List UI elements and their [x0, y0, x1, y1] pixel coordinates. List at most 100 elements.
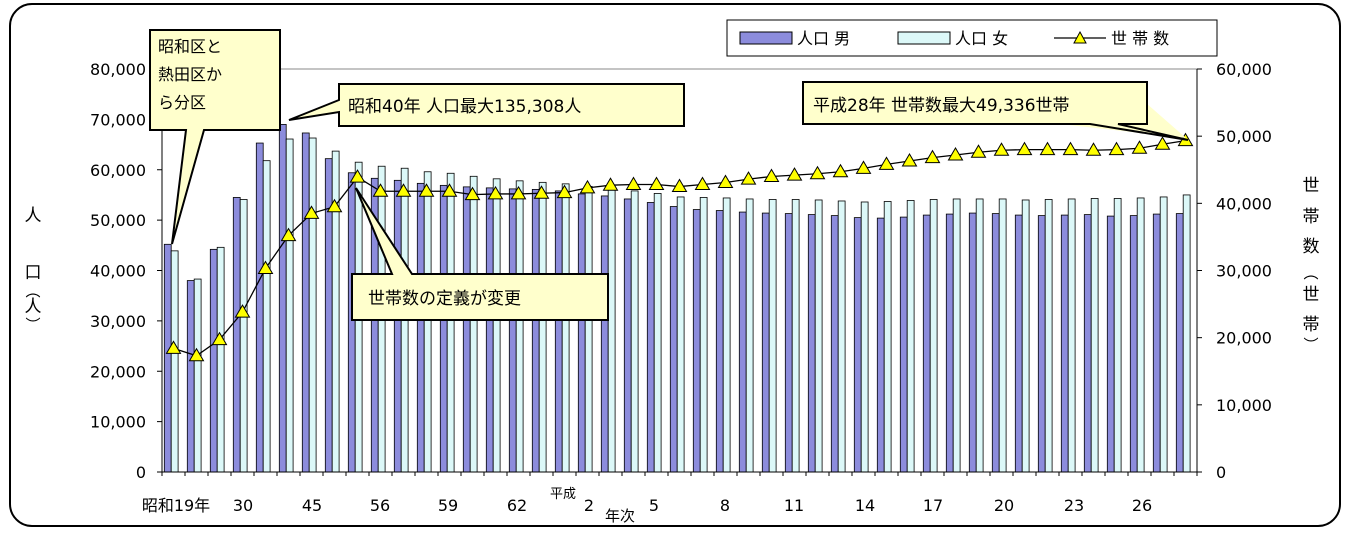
bar-female	[170, 250, 179, 473]
bar-male	[347, 172, 356, 473]
left-tick-label: 70,000	[90, 110, 146, 129]
bars-layer	[163, 124, 1191, 473]
callout-peak-population-text: 昭和40年 人口最大135,308人	[348, 97, 581, 117]
households-point	[1131, 140, 1148, 154]
x-tick-label: 30	[233, 496, 253, 515]
x-tick-label: 5	[649, 496, 659, 515]
x-tick-label: 昭和19年	[142, 496, 210, 515]
bar-female	[262, 160, 271, 473]
bar-male	[830, 215, 839, 473]
bar-female	[860, 201, 869, 473]
bar-male	[186, 280, 195, 473]
bar-male	[577, 193, 586, 473]
callout-peak-households-text: 平成28年 世帯数最大49,336世帯	[813, 96, 1070, 116]
households-point	[648, 176, 665, 191]
bar-male	[1037, 215, 1046, 473]
households-point	[349, 169, 366, 183]
bar-female	[1044, 199, 1053, 473]
households-point	[1039, 141, 1056, 156]
bar-female	[216, 246, 225, 473]
legend-box	[726, 19, 1218, 57]
bar-female	[308, 137, 317, 473]
x-axis-ticks	[161, 472, 1198, 476]
households-point	[832, 163, 849, 178]
bar-female	[952, 198, 961, 473]
x-tick-label: 45	[302, 496, 322, 515]
households-point	[809, 165, 826, 180]
bar-male	[807, 214, 816, 473]
bar-female	[1113, 198, 1122, 473]
right-axis-title: 世 帯 数 ︵ 世 帯 ︶	[1303, 176, 1320, 354]
bar-female	[676, 196, 685, 473]
bar-male	[278, 124, 287, 473]
bar-female	[975, 198, 984, 473]
bar-male	[876, 217, 885, 473]
legend-swatch-female	[897, 31, 951, 45]
bar-female	[998, 198, 1007, 473]
right-tick-label: 0	[1216, 463, 1226, 482]
bar-male	[600, 195, 609, 473]
left-axis-char: 人	[25, 206, 42, 226]
bar-female	[423, 171, 432, 473]
bar-female	[1159, 196, 1168, 473]
bar-male	[692, 209, 701, 473]
right-axis-ticks: 0 10,000 20,000 30,000 40,000 50,000 60,000	[1197, 60, 1272, 482]
bar-female	[584, 185, 593, 473]
bar-male	[922, 214, 931, 473]
bar-female	[538, 181, 547, 473]
callout-ward-split-line: 昭和区と	[158, 37, 222, 56]
households-point	[510, 185, 527, 200]
households-point	[395, 183, 412, 197]
bar-male	[531, 188, 540, 473]
bar-female	[630, 190, 639, 473]
x-tick-label: 8	[720, 496, 730, 515]
households-point	[257, 260, 274, 274]
x-tick-label: 14	[855, 496, 875, 515]
bar-female	[1182, 194, 1191, 473]
callout-definition-change-box	[351, 187, 609, 321]
left-tick-label: 10,000	[90, 413, 146, 432]
households-point	[280, 227, 297, 242]
households-point	[579, 179, 596, 194]
bar-male	[784, 213, 793, 473]
bar-female	[1021, 199, 1030, 473]
right-axis-char: 世	[1303, 285, 1320, 305]
households-point	[533, 185, 550, 199]
legend-swatch-households-marker	[1073, 30, 1087, 44]
households-point	[717, 174, 734, 189]
households-point	[625, 176, 642, 191]
bar-male	[393, 179, 402, 473]
right-tick-label: 60,000	[1216, 60, 1272, 79]
households-point	[441, 183, 458, 197]
bar-male	[416, 182, 425, 473]
households-point	[878, 156, 895, 170]
right-axis-char: 帯	[1303, 315, 1320, 335]
households-point	[464, 186, 481, 201]
bar-male	[715, 210, 724, 473]
bar-female	[561, 183, 570, 473]
bar-male	[462, 186, 471, 473]
households-point	[165, 340, 182, 354]
x-tick-label: 62	[507, 496, 527, 515]
households-point	[947, 146, 964, 161]
x-tick-label: 20	[994, 496, 1014, 515]
left-tick-label: 60,000	[90, 161, 146, 180]
left-tick-label: 20,000	[90, 362, 146, 381]
left-tick-label: 80,000	[90, 60, 146, 79]
households-point	[694, 176, 711, 191]
bar-female	[1067, 198, 1076, 473]
x-tick-label-heisei: 平成	[550, 487, 576, 502]
bar-female	[883, 201, 892, 473]
households-point	[901, 153, 918, 167]
bar-male	[853, 217, 862, 473]
households-point	[671, 178, 688, 193]
bar-male	[508, 188, 517, 473]
bar-male	[945, 213, 954, 473]
callout-peak-population-box	[288, 83, 685, 127]
bar-female	[331, 150, 340, 473]
bar-male	[1014, 214, 1023, 473]
bar-male	[761, 212, 770, 473]
left-tick-label: 30,000	[90, 312, 146, 331]
